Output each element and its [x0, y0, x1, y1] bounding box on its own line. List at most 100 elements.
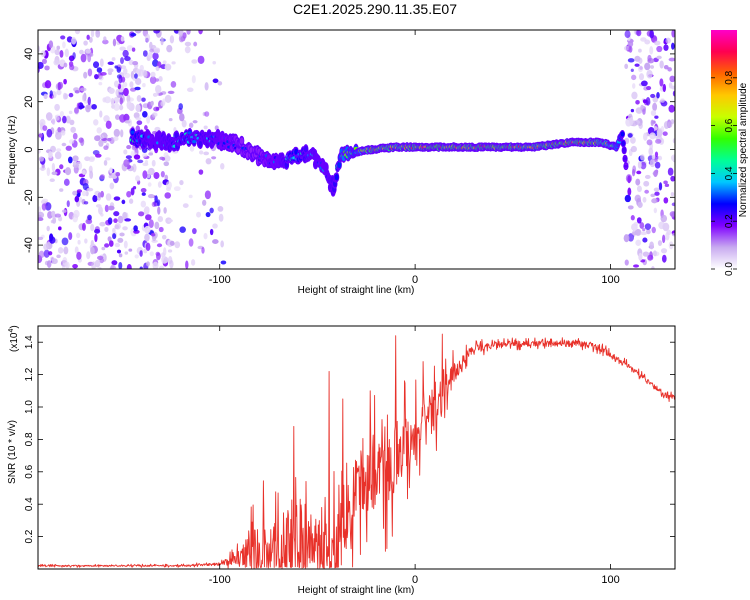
spectrogram-noise-blob: [147, 193, 155, 199]
spectrogram-noise-blob: [654, 161, 661, 169]
spectrogram-noise-blob: [112, 38, 117, 47]
x-tick-label: 100: [601, 574, 619, 586]
spectrogram-noise-blob: [115, 114, 121, 120]
spectrogram-noise-blob: [41, 202, 47, 211]
spectrogram-noise-blob: [638, 122, 643, 129]
spectrogram-noise-blob: [663, 180, 668, 185]
y-tick-label: 0.2: [24, 529, 35, 543]
spectrogram-noise-blob: [64, 48, 69, 58]
spectrogram-noise-blob: [71, 36, 77, 45]
spectrogram-noise-blob: [104, 204, 109, 213]
spectrogram-noise-blob: [653, 126, 658, 131]
spectrogram-noise-blob: [654, 156, 660, 160]
spectrogram-noise-blob: [665, 232, 670, 241]
spectrogram-noise-blob: [57, 126, 62, 133]
spectrogram-noise-blob: [155, 251, 160, 257]
spectrogram-noise-blob: [107, 236, 112, 242]
spectrogram-noise-blob: [220, 162, 225, 170]
spectrogram-noise-blob: [46, 128, 53, 138]
spectrogram-noise-blob: [204, 82, 209, 91]
spectrogram-noise-blob: [146, 261, 150, 267]
spectrogram-noise-blob: [56, 254, 61, 259]
spectrogram-noise-blob: [68, 139, 75, 144]
spectrogram-noise-blob: [203, 232, 208, 240]
spectrogram-noise-blob: [54, 103, 60, 111]
colorbar-ticks: 0.0 0.2 0.4 0.6 0.8: [711, 70, 737, 276]
spectrogram-noise-blob: [630, 108, 635, 113]
spectrogram-noise-blob: [191, 59, 198, 64]
spectrogram-noise-blob: [49, 233, 54, 242]
spectrogram-noise-blob: [665, 37, 671, 44]
spectrogram-noise-blob: [104, 243, 110, 248]
spectrogram-noise-blob: [209, 228, 214, 236]
spectrogram-noise-blob: [68, 232, 73, 241]
spectrogram-noise-blob: [98, 140, 104, 147]
spectrogram-noise-blob: [627, 187, 632, 196]
spectrogram-noise-blob: [671, 232, 675, 237]
spectrogram-noise-blob: [627, 133, 633, 138]
spectrogram-noise-blob: [136, 120, 143, 126]
spectrogram-noise-blob: [150, 71, 156, 78]
spectrogram-noise-blob: [82, 94, 86, 102]
spectrogram-noise-blob: [51, 162, 55, 172]
spectrogram-noise-blob: [631, 231, 638, 236]
spectrogram-noise-blob: [117, 215, 124, 224]
spectrogram-ridge-band: [334, 173, 339, 181]
spectrogram-noise-blob: [130, 32, 137, 37]
spectrogram-noise-blob: [85, 104, 91, 113]
spectrogram-noise-blob: [128, 248, 133, 252]
spectrogram-noise-blob: [646, 86, 652, 91]
spectrogram-noise-blob: [646, 139, 653, 146]
spectrogram-noise-blob: [69, 64, 75, 71]
spectrogram-noise-blob: [188, 122, 194, 129]
spectrogram-noise-blob: [157, 181, 162, 188]
spectrogram-noise-blob: [79, 49, 84, 55]
spectrogram-noise-blob: [656, 128, 663, 138]
spectrogram-noise-blob: [104, 226, 109, 233]
spectrogram-noise-blob: [630, 215, 635, 221]
spectrogram-noise-blob: [635, 99, 640, 105]
spectrogram-noise-blob: [630, 68, 634, 72]
spectrogram-noise-blob: [54, 115, 60, 121]
spectrogram-noise-blob: [78, 137, 84, 143]
spectrogram-noise-blob: [107, 137, 112, 142]
spectrogram-noise-blob: [135, 175, 140, 182]
spectrogram-noise-blob: [647, 254, 654, 261]
spectrogram-noise-blob: [654, 40, 661, 46]
spectrogram-noise-blob: [40, 167, 45, 171]
spectrogram-noise-blob: [638, 252, 643, 261]
spectrogram-ridge-band: [622, 147, 627, 153]
spectrogram-noise-blob: [667, 167, 674, 176]
spectrogram-noise-blob: [90, 223, 95, 232]
spectrogram-noise-blob: [627, 41, 634, 47]
spectrogram-noise-blob: [658, 221, 665, 230]
spectrogram-noise-blob: [100, 72, 107, 76]
spectrogram-noise-blob: [649, 159, 656, 168]
spectrogram-noise-blob: [668, 57, 675, 62]
spectrogram-noise-blob: [203, 151, 210, 156]
spectrogram-noise-blob: [186, 30, 191, 35]
spectrogram-noise-blob: [115, 172, 121, 177]
spectrogram-noise-blob: [96, 127, 102, 134]
spectrogram-noise-blob: [157, 206, 161, 215]
spectrogram-noise-blob: [649, 241, 654, 250]
spectrogram-noise-blob: [104, 96, 111, 104]
spectrogram-noise-blob: [156, 199, 161, 207]
spectrogram-noise-blob: [671, 202, 675, 207]
spectrogram-noise-blob: [94, 228, 101, 234]
colorbar-tick-label: 0.4: [724, 166, 735, 180]
spectrogram-noise-blob: [73, 209, 80, 218]
spectrogram-noise-blob: [88, 36, 93, 43]
spectrogram-noise-blob: [94, 259, 101, 268]
spectrogram-noise-blob: [624, 194, 631, 203]
spectrogram-noise-blob: [60, 35, 66, 40]
spectrogram-noise-blob: [167, 219, 173, 223]
spectrogram-noise-blob: [95, 204, 102, 208]
spectrogram-noise-blob: [162, 60, 167, 65]
spectrogram-noise-blob: [85, 218, 93, 225]
spectrogram-noise-blob: [642, 228, 646, 232]
spectrogram-noise-blob: [134, 86, 141, 91]
spectrogram-noise-blob: [70, 126, 76, 133]
spectrogram-noise-blob: [146, 174, 151, 179]
